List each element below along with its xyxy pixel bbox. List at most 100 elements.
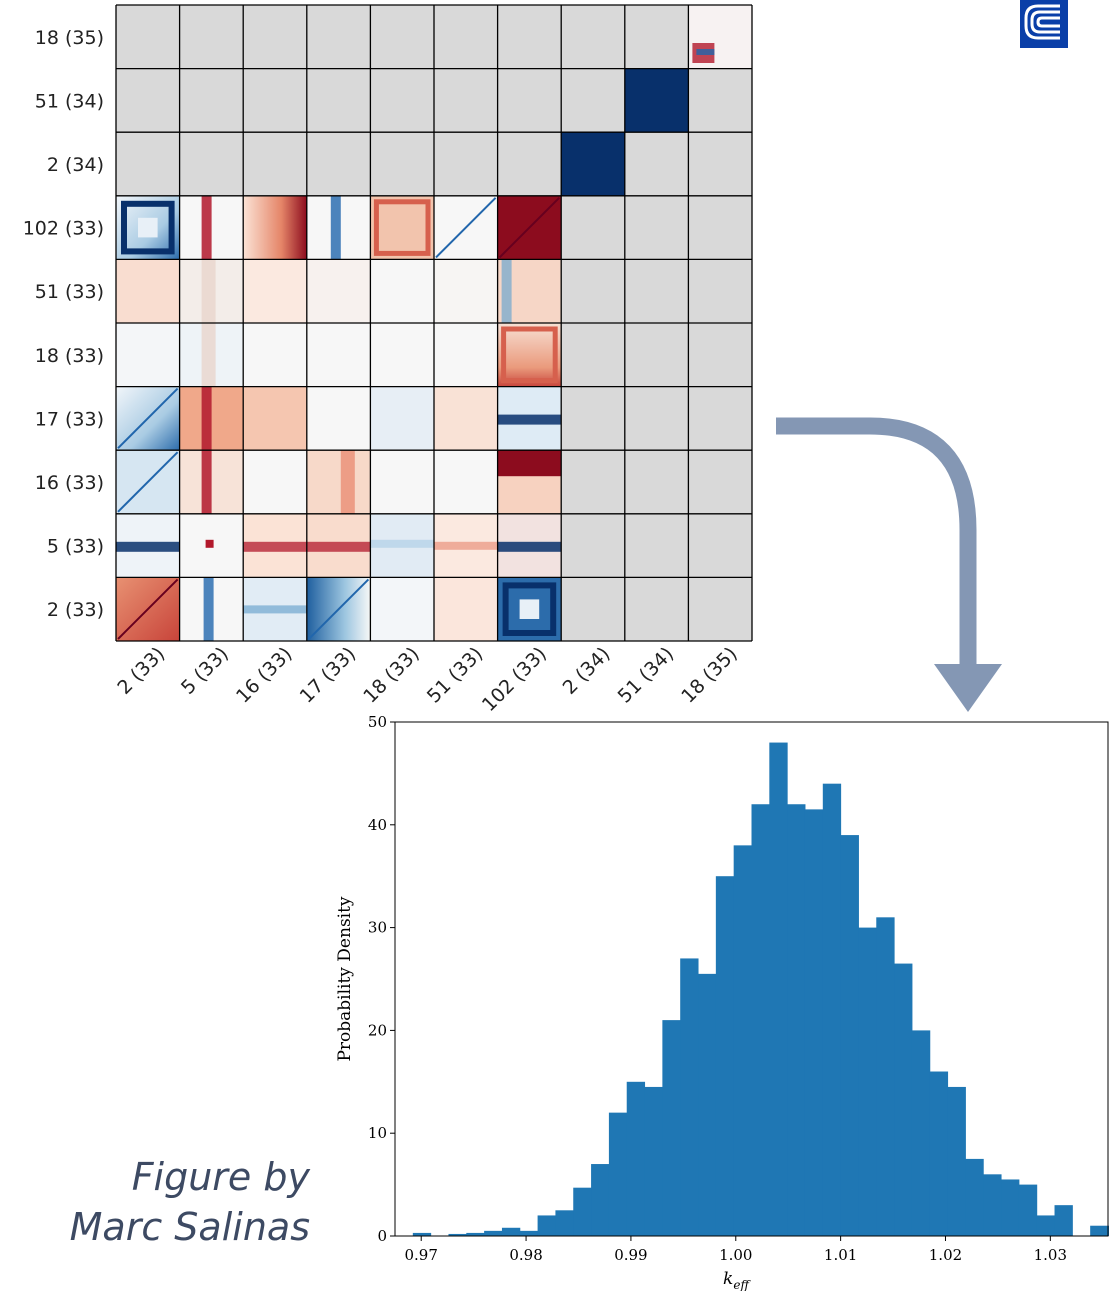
matrix-cell [370, 386, 434, 451]
row-tick-label: 51 (33) [35, 281, 104, 303]
matrix-cell [306, 5, 371, 69]
arrow-head [934, 664, 1002, 712]
matrix-cell [116, 323, 180, 387]
x-tick-label: 0.99 [614, 1246, 647, 1264]
matrix-cell [688, 323, 752, 387]
row-tick-label: 5 (33) [47, 536, 104, 558]
histogram-bar [555, 1210, 574, 1236]
histogram-bar [769, 742, 788, 1236]
lab-logo-icon [1020, 0, 1068, 48]
matrix-cell [179, 132, 244, 196]
matrix-cell [306, 577, 371, 641]
matrix-cell [434, 132, 498, 196]
histogram-bar [662, 1020, 681, 1236]
matrix-cell [243, 259, 307, 323]
matrix-cell [116, 5, 180, 69]
matrix-cell [561, 323, 625, 387]
matrix-cell [243, 577, 307, 641]
histogram-bar [466, 1232, 485, 1236]
x-tick-label: 1.01 [824, 1246, 857, 1264]
matrix-cell [688, 195, 752, 260]
matrix-cell [497, 513, 562, 578]
histogram-bar [644, 1086, 663, 1236]
histogram-bar [591, 1164, 610, 1236]
matrix-cell [243, 323, 307, 387]
x-tick-label: 1.03 [1034, 1246, 1067, 1264]
y-tick-label: 50 [368, 713, 387, 731]
matrix-cell [306, 386, 371, 451]
matrix-cell [434, 386, 498, 451]
histogram-bar [1090, 1225, 1109, 1236]
matrix-cell [116, 386, 180, 451]
matrix-cell [561, 577, 625, 641]
histogram-bar [412, 1232, 432, 1236]
matrix-cell [561, 5, 625, 69]
matrix-cell [370, 577, 434, 641]
matrix-cell [624, 132, 689, 196]
matrix-cell [116, 577, 180, 641]
matrix-cell [561, 450, 625, 514]
matrix-cell [243, 132, 307, 196]
histogram-bar [929, 1071, 949, 1236]
y-tick-label: 10 [368, 1124, 387, 1142]
matrix-cell [624, 386, 689, 451]
matrix-cell [116, 450, 180, 514]
matrix-cell [306, 323, 371, 387]
matrix-cell [688, 513, 752, 578]
matrix-cell [243, 5, 307, 69]
matrix-cell [179, 386, 244, 451]
matrix-cell [497, 323, 562, 387]
matrix-cell [497, 259, 562, 323]
row-tick-label: 17 (33) [35, 408, 104, 430]
histogram-bar [448, 1233, 467, 1236]
matrix-cell [370, 513, 434, 578]
row-tick-label: 2 (34) [47, 154, 104, 176]
matrix-cell [434, 450, 498, 514]
histogram-bar [1054, 1205, 1073, 1236]
matrix-cell [434, 513, 498, 578]
matrix-cell [688, 132, 752, 196]
curved-arrow-down-icon [776, 417, 1002, 712]
histogram-bar [751, 804, 770, 1236]
histogram-bar [947, 1086, 966, 1236]
matrix-cell [688, 68, 752, 133]
matrix-cell [179, 259, 244, 323]
y-tick-label: 20 [368, 1021, 387, 1039]
matrix-cell [688, 450, 752, 514]
row-tick-label: 51 (34) [35, 90, 104, 112]
histogram-bar [840, 835, 859, 1236]
matrix-cell [116, 513, 180, 578]
histogram-bar [626, 1081, 646, 1236]
histogram-bar [1036, 1215, 1056, 1236]
matrix-cell [243, 386, 307, 451]
matrix-cell [243, 195, 307, 260]
matrix-cell [179, 577, 244, 641]
matrix-cell [624, 323, 689, 387]
histogram-bar [715, 876, 735, 1236]
histogram-bar [983, 1174, 1002, 1236]
matrix-cell [624, 259, 689, 323]
matrix-cell [179, 5, 244, 69]
matrix-cell [370, 132, 434, 196]
matrix-cell [116, 195, 180, 260]
covariance-matrix-chart: 18 (35) 51 (34) 2 (34) 102 (33) 51 (33) 18 (3… [23, 4, 753, 716]
matrix-cell [179, 195, 244, 260]
histogram-bar [680, 958, 699, 1236]
matrix-cell [116, 68, 180, 133]
matrix-cell [497, 132, 562, 196]
matrix-cell [434, 259, 498, 323]
matrix-cell [370, 5, 434, 69]
matrix-cell [561, 132, 625, 196]
histogram-bar [858, 927, 877, 1236]
matrix-cell [624, 450, 689, 514]
matrix-cell [688, 577, 752, 641]
matrix-cell [116, 259, 180, 323]
histogram-bar [1018, 1184, 1038, 1236]
matrix-cell [497, 195, 562, 260]
matrix-cell [306, 259, 371, 323]
histogram-bar [822, 783, 842, 1236]
y-tick-label: 30 [368, 919, 387, 937]
row-tick-label: 18 (33) [35, 345, 104, 367]
histogram-bar [911, 1030, 931, 1236]
